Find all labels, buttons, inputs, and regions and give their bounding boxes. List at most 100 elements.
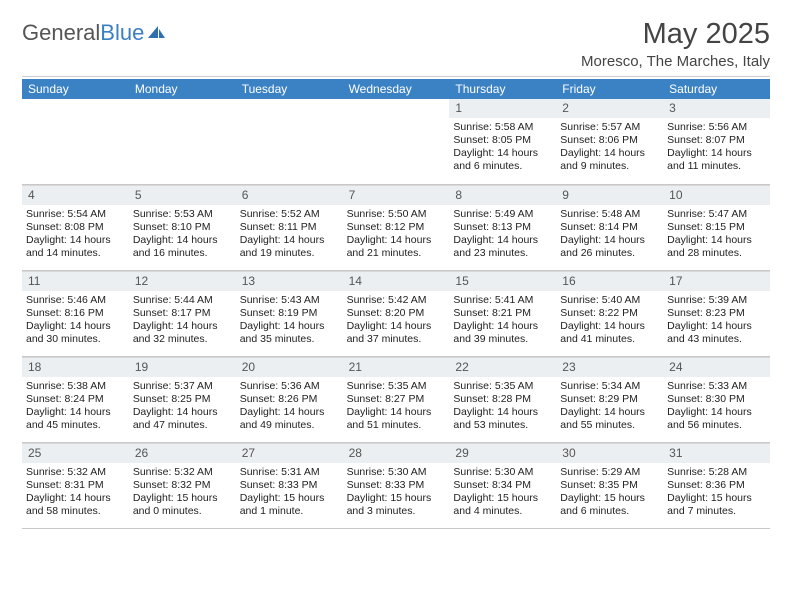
weekday-header-row: SundayMondayTuesdayWednesdayThursdayFrid… — [22, 79, 770, 99]
weekday-friday: Friday — [556, 79, 663, 99]
sunset-text: Sunset: 8:07 PM — [667, 134, 766, 147]
sunrise-text: Sunrise: 5:39 AM — [667, 294, 766, 307]
day-cell-27: 27Sunrise: 5:31 AMSunset: 8:33 PMDayligh… — [236, 443, 343, 529]
sunset-text: Sunset: 8:27 PM — [347, 393, 446, 406]
sunset-text: Sunset: 8:20 PM — [347, 307, 446, 320]
day-cell-19: 19Sunrise: 5:37 AMSunset: 8:25 PMDayligh… — [129, 357, 236, 443]
day-cell-1: 1Sunrise: 5:58 AMSunset: 8:05 PMDaylight… — [449, 99, 556, 185]
day-number: 24 — [663, 357, 770, 377]
daylight-text: Daylight: 14 hours and 11 minutes. — [667, 147, 766, 173]
sunset-text: Sunset: 8:15 PM — [667, 221, 766, 234]
daylight-text: Daylight: 14 hours and 32 minutes. — [133, 320, 232, 346]
day-number: 28 — [343, 443, 450, 463]
day-number: 12 — [129, 271, 236, 291]
day-cell-13: 13 Sunrise: 5:43 AMSunset: 8:19 PMDayligh… — [236, 271, 343, 357]
sunset-text: Sunset: 8:12 PM — [347, 221, 446, 234]
sunrise-text: Sunrise: 5:28 AM — [667, 466, 766, 479]
sunrise-text: Sunrise: 5:48 AM — [560, 208, 659, 221]
daylight-text: Daylight: 14 hours and 16 minutes. — [133, 234, 232, 260]
sunset-text: Sunset: 8:08 PM — [26, 221, 125, 234]
day-number: 14 — [343, 271, 450, 291]
day-cell-6: 6Sunrise: 5:52 AMSunset: 8:11 PMDaylight… — [236, 185, 343, 271]
day-cell-22: 22Sunrise: 5:35 AMSunset: 8:28 PMDayligh… — [449, 357, 556, 443]
daylight-text: Daylight: 14 hours and 19 minutes. — [240, 234, 339, 260]
daylight-text: Daylight: 14 hours and 39 minutes. — [453, 320, 552, 346]
day-number: 18 — [22, 357, 129, 377]
day-number: 21 — [343, 357, 450, 377]
sunrise-text: Sunrise: 5:30 AM — [453, 466, 552, 479]
day-cell-2: 2Sunrise: 5:57 AMSunset: 8:06 PMDaylight… — [556, 99, 663, 185]
day-cell-5: 5 Sunrise: 5:53 AMSunset: 8:10 PMDaylight… — [129, 185, 236, 271]
day-cell-3: 3Sunrise: 5:56 AMSunset: 8:07 PMDaylight… — [663, 99, 770, 185]
day-number: 1 — [449, 99, 556, 118]
sunrise-text: Sunrise: 5:38 AM — [26, 380, 125, 393]
day-number: 15 — [449, 271, 556, 291]
sunset-text: Sunset: 8:17 PM — [133, 307, 232, 320]
day-cell-9: 9Sunrise: 5:48 AMSunset: 8:14 PMDaylight… — [556, 185, 663, 271]
daylight-text: Daylight: 15 hours and 7 minutes. — [667, 492, 766, 518]
calendar-grid: 1Sunrise: 5:58 AMSunset: 8:05 PMDaylight… — [22, 99, 770, 529]
sunrise-text: Sunrise: 5:53 AM — [133, 208, 232, 221]
sunset-text: Sunset: 8:35 PM — [560, 479, 659, 492]
day-number: 5 — [129, 185, 236, 205]
daylight-text: Daylight: 15 hours and 4 minutes. — [453, 492, 552, 518]
sunset-text: Sunset: 8:13 PM — [453, 221, 552, 234]
daylight-text: Daylight: 14 hours and 49 minutes. — [240, 406, 339, 432]
sunset-text: Sunset: 8:33 PM — [240, 479, 339, 492]
sunrise-text: Sunrise: 5:40 AM — [560, 294, 659, 307]
day-cell-14: 14Sunrise: 5:42 AMSunset: 8:20 PMDayligh… — [343, 271, 450, 357]
sunset-text: Sunset: 8:21 PM — [453, 307, 552, 320]
sunrise-text: Sunrise: 5:32 AM — [133, 466, 232, 479]
sunset-text: Sunset: 8:26 PM — [240, 393, 339, 406]
logo-word-b: Blue — [100, 20, 144, 45]
sunset-text: Sunset: 8:36 PM — [667, 479, 766, 492]
daylight-text: Daylight: 14 hours and 55 minutes. — [560, 406, 659, 432]
sunset-text: Sunset: 8:19 PM — [240, 307, 339, 320]
day-number: 22 — [449, 357, 556, 377]
sunset-text: Sunset: 8:28 PM — [453, 393, 552, 406]
sunrise-text: Sunrise: 5:34 AM — [560, 380, 659, 393]
daylight-text: Daylight: 14 hours and 9 minutes. — [560, 147, 659, 173]
sunset-text: Sunset: 8:29 PM — [560, 393, 659, 406]
day-number: 6 — [236, 185, 343, 205]
daylight-text: Daylight: 14 hours and 45 minutes. — [26, 406, 125, 432]
day-number: 13 — [236, 271, 343, 291]
sunrise-text: Sunrise: 5:47 AM — [667, 208, 766, 221]
day-number: 16 — [556, 271, 663, 291]
sunset-text: Sunset: 8:05 PM — [453, 134, 552, 147]
daylight-text: Daylight: 15 hours and 3 minutes. — [347, 492, 446, 518]
day-cell-7: 7Sunrise: 5:50 AMSunset: 8:12 PMDaylight… — [343, 185, 450, 271]
location: Moresco, The Marches, Italy — [581, 53, 770, 70]
daylight-text: Daylight: 14 hours and 37 minutes. — [347, 320, 446, 346]
weekday-saturday: Saturday — [663, 79, 770, 99]
calendar-page: GeneralBlue May 2025 Moresco, The Marche… — [0, 0, 792, 539]
sunset-text: Sunset: 8:34 PM — [453, 479, 552, 492]
daylight-text: Daylight: 14 hours and 41 minutes. — [560, 320, 659, 346]
sunset-text: Sunset: 8:14 PM — [560, 221, 659, 234]
daylight-text: Daylight: 14 hours and 6 minutes. — [453, 147, 552, 173]
daylight-text: Daylight: 15 hours and 6 minutes. — [560, 492, 659, 518]
sunset-text: Sunset: 8:10 PM — [133, 221, 232, 234]
day-cell-12: 12Sunrise: 5:44 AMSunset: 8:17 PMDayligh… — [129, 271, 236, 357]
day-cell-16: 16Sunrise: 5:40 AMSunset: 8:22 PMDayligh… — [556, 271, 663, 357]
daylight-text: Daylight: 14 hours and 26 minutes. — [560, 234, 659, 260]
day-number: 31 — [663, 443, 770, 463]
daylight-text: Daylight: 14 hours and 35 minutes. — [240, 320, 339, 346]
sunrise-text: Sunrise: 5:46 AM — [26, 294, 125, 307]
sunrise-text: Sunrise: 5:43 AM — [240, 294, 339, 307]
weekday-sunday: Sunday — [22, 79, 129, 99]
daylight-text: Daylight: 14 hours and 28 minutes. — [667, 234, 766, 260]
sunset-text: Sunset: 8:25 PM — [133, 393, 232, 406]
daylight-text: Daylight: 14 hours and 51 minutes. — [347, 406, 446, 432]
page-title: May 2025 — [581, 18, 770, 51]
day-cell-31: 31 Sunrise: 5:28 AMSunset: 8:36 PMDayligh… — [663, 443, 770, 529]
day-cell-10: 10Sunrise: 5:47 AMSunset: 8:15 PMDayligh… — [663, 185, 770, 271]
sunrise-text: Sunrise: 5:50 AM — [347, 208, 446, 221]
day-cell-18: 18Sunrise: 5:38 AMSunset: 8:24 PMDayligh… — [22, 357, 129, 443]
header: GeneralBlue May 2025 Moresco, The Marche… — [22, 18, 770, 70]
sunrise-text: Sunrise: 5:35 AM — [347, 380, 446, 393]
sunset-text: Sunset: 8:06 PM — [560, 134, 659, 147]
day-number: 7 — [343, 185, 450, 205]
daylight-text: Daylight: 14 hours and 43 minutes. — [667, 320, 766, 346]
day-number: 2 — [556, 99, 663, 118]
